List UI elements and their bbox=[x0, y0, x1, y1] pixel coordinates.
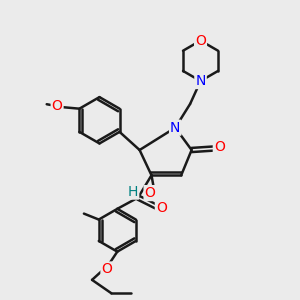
Text: O: O bbox=[52, 99, 62, 113]
Text: H: H bbox=[128, 184, 138, 199]
Text: O: O bbox=[101, 262, 112, 277]
Text: N: N bbox=[170, 121, 181, 135]
Text: O: O bbox=[145, 186, 155, 200]
Text: N: N bbox=[195, 74, 206, 88]
Text: O: O bbox=[156, 201, 167, 215]
Text: O: O bbox=[195, 34, 206, 48]
Text: O: O bbox=[214, 140, 225, 154]
